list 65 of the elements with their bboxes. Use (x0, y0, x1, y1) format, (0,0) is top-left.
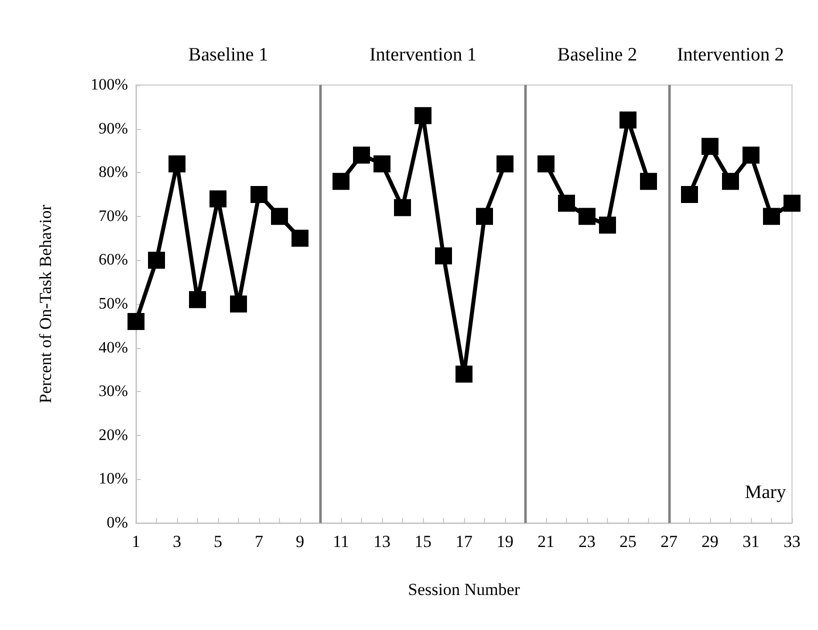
y-tick-label: 10% (98, 470, 128, 488)
point (456, 366, 472, 383)
point (230, 296, 247, 312)
y-tick-label: 30% (98, 383, 128, 400)
x-tick-label: 21 (538, 532, 554, 551)
point (168, 155, 186, 172)
x-tick-label: 31 (742, 532, 760, 551)
point (496, 155, 514, 172)
point (784, 194, 800, 212)
text: Intervention 1 (369, 44, 477, 66)
point (353, 146, 370, 164)
y-tick-label: 70% (98, 208, 128, 225)
x-tick-label: 27 (660, 532, 678, 551)
x-tick-label: 23 (578, 532, 596, 551)
x-axis-title: Session Number (408, 580, 520, 599)
x-tick-label: 11 (332, 532, 350, 551)
x-tick-label: 1 (132, 532, 140, 551)
y-tick-label: 50% (98, 296, 128, 312)
y-tick-label: 60% (98, 252, 128, 269)
text: Baseline 2 (557, 44, 638, 66)
point (189, 291, 206, 308)
y-tick-label: 90% (98, 120, 128, 138)
point (292, 230, 308, 247)
point (332, 172, 350, 190)
point (578, 208, 596, 225)
point (435, 247, 452, 264)
y-axis-title: Percent of On-Task Behavior (36, 204, 55, 404)
x-tick-label: 17 (456, 532, 473, 551)
point (128, 313, 144, 330)
point (271, 208, 288, 225)
y-tick-label: 40% (98, 339, 128, 356)
x-tick-label: 9 (296, 532, 304, 551)
point (374, 155, 390, 172)
point (702, 138, 718, 155)
point (742, 146, 760, 164)
y-tick-label: 100% (90, 76, 128, 94)
point (640, 172, 657, 190)
x-tick-label: 15 (414, 532, 432, 551)
x-tick-label: 29 (702, 532, 718, 551)
point (599, 216, 616, 234)
point (558, 194, 575, 212)
y-tick-label: 80% (98, 164, 128, 182)
point (148, 252, 165, 269)
point (210, 190, 226, 208)
x-tick-label: 3 (172, 532, 182, 551)
x-tick-label: 33 (784, 532, 800, 551)
x-tick-label: 19 (496, 532, 514, 551)
point (722, 172, 739, 190)
x-tick-label: 7 (254, 532, 264, 551)
point (681, 186, 698, 203)
y-tick-label: 0% (106, 514, 128, 532)
point (250, 186, 268, 203)
y-tick-label: 20% (98, 426, 128, 444)
x-tick-label: 25 (620, 532, 636, 551)
text: Intervention 2 (676, 44, 784, 66)
annotation: Mary (744, 482, 786, 503)
point (763, 208, 780, 225)
point (538, 155, 554, 172)
text: Baseline 1 (188, 44, 268, 66)
point (620, 112, 636, 129)
x-tick-label: 5 (214, 532, 222, 551)
point (394, 199, 411, 216)
x-tick-label: 13 (374, 532, 390, 551)
point (476, 208, 493, 225)
point (414, 107, 432, 124)
